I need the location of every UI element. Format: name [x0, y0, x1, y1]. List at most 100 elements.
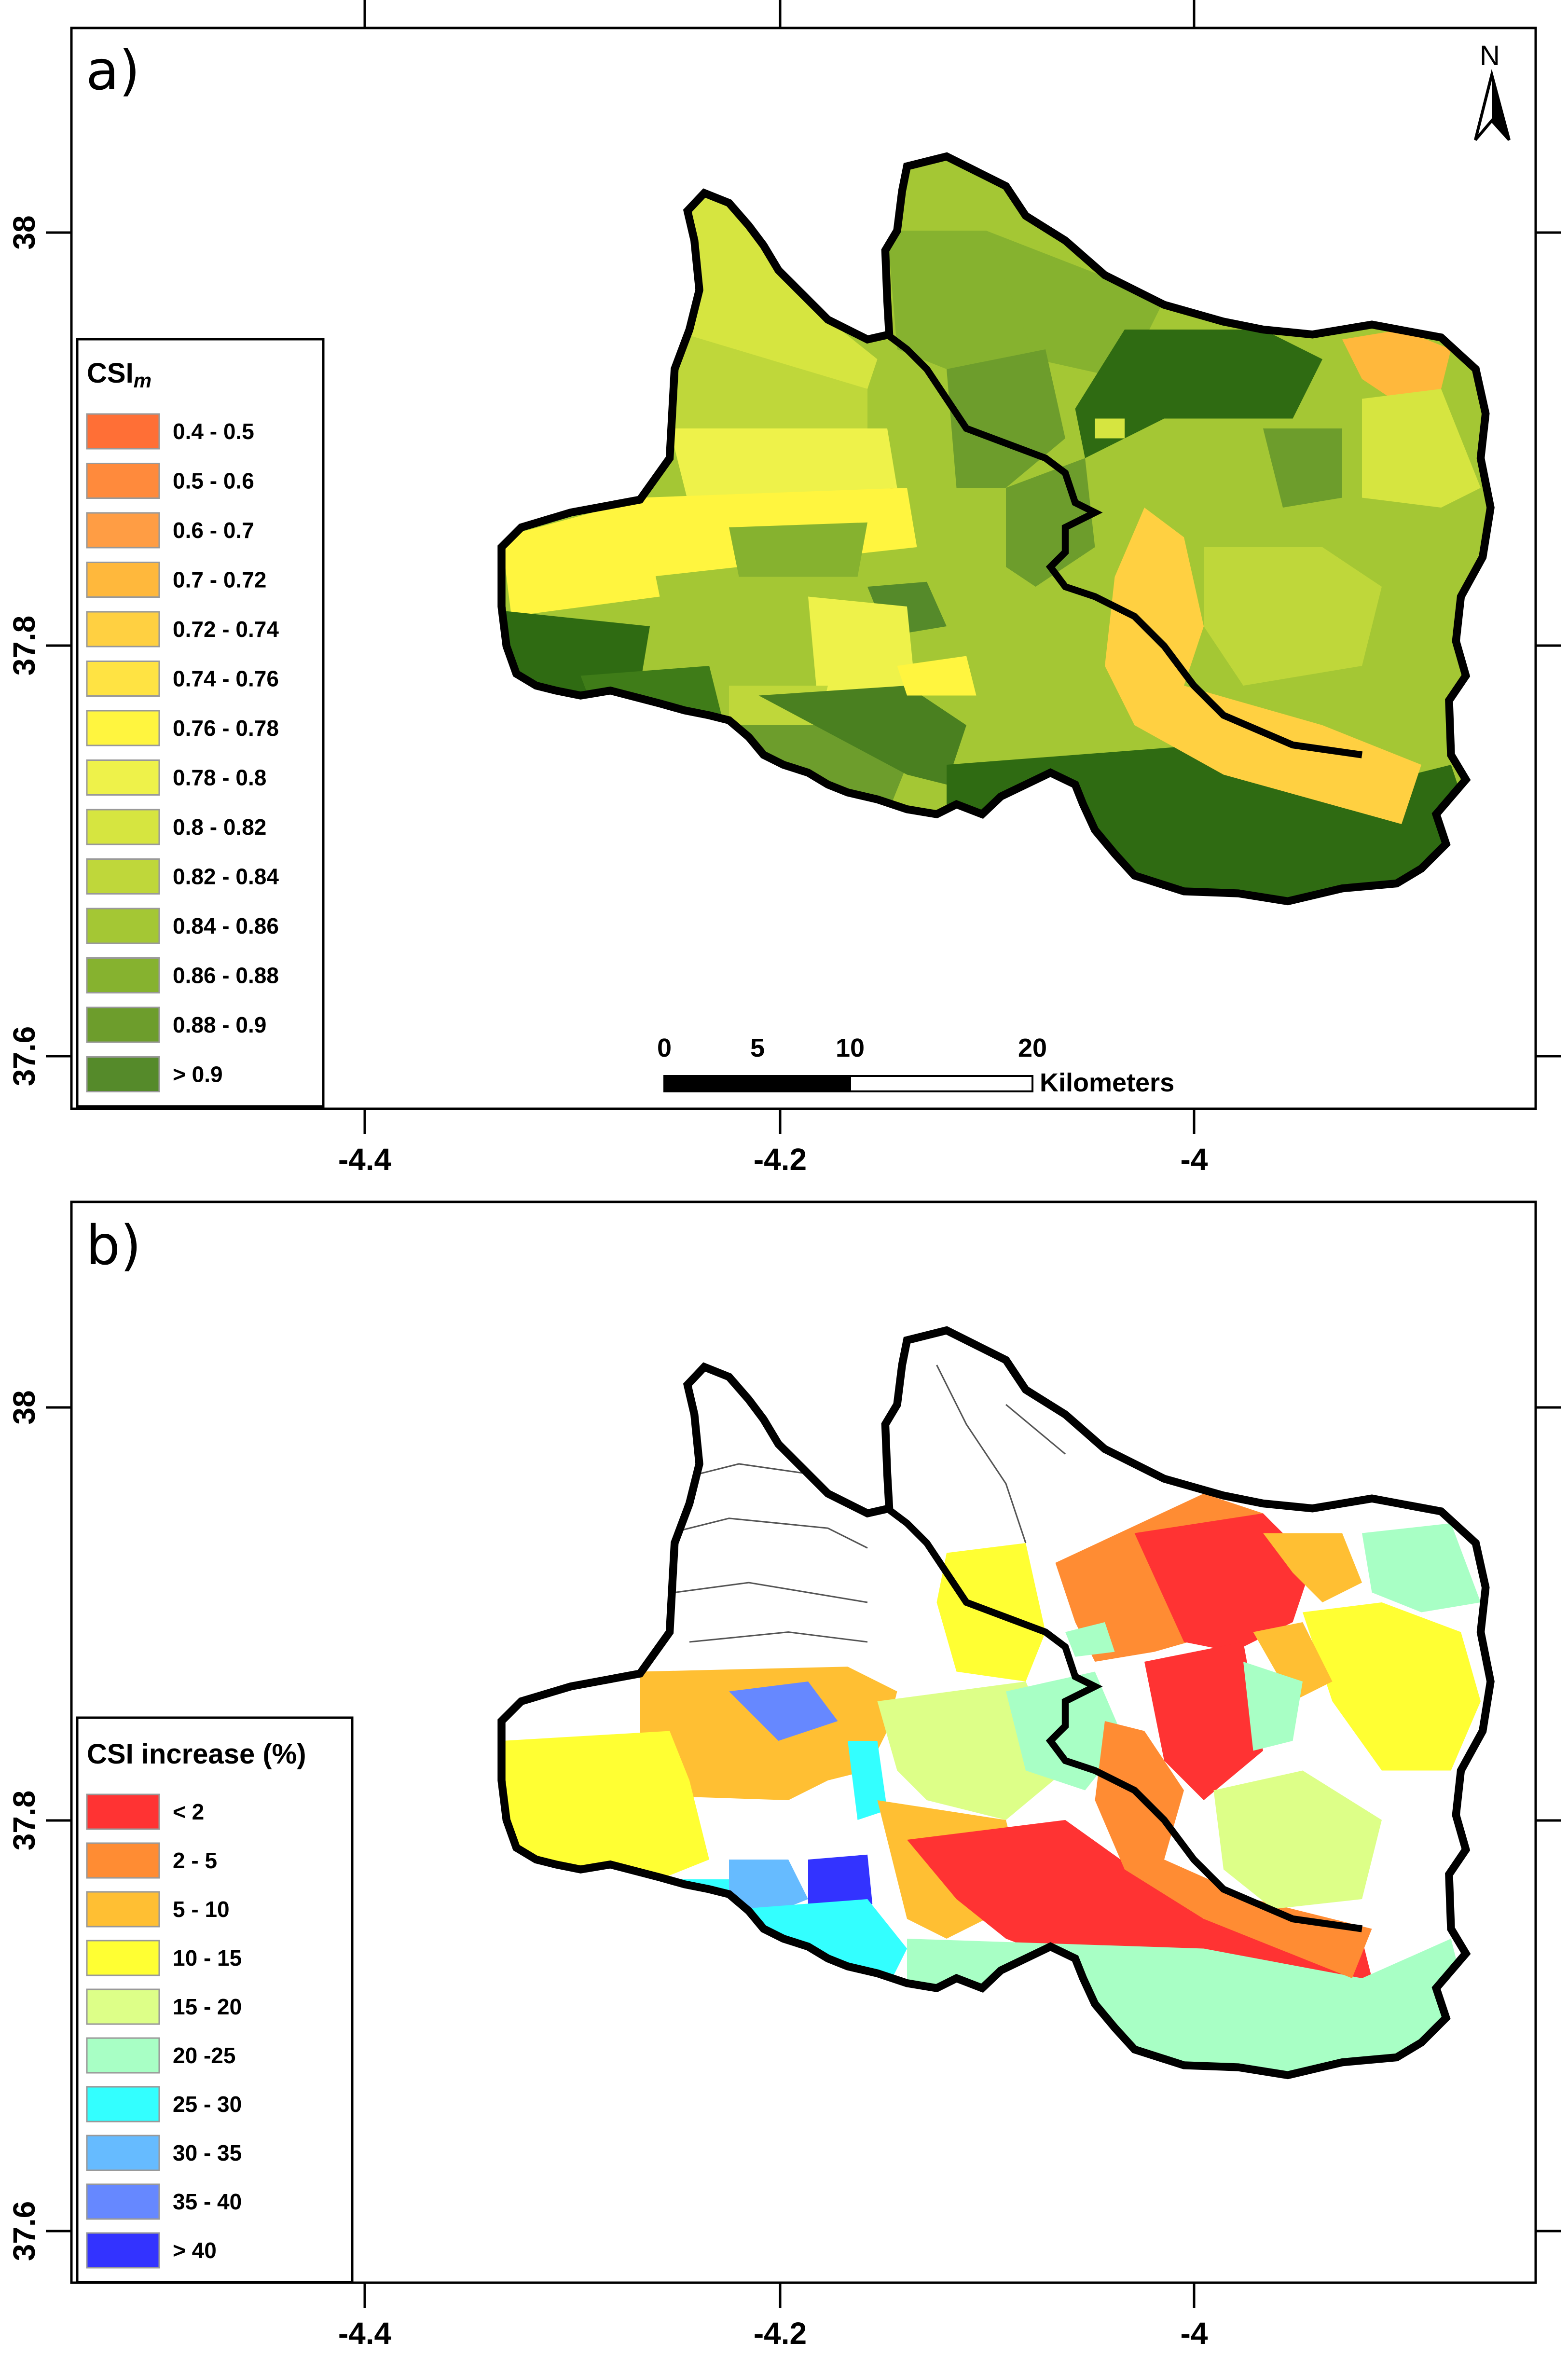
legend-swatch	[86, 463, 160, 499]
legend-swatch	[86, 611, 160, 648]
y-tick-label: 37.8	[7, 1791, 41, 1851]
legend-label: > 0.9	[173, 1062, 223, 1087]
scale-bar: 0 5 10 20 Kilometers	[657, 1034, 1174, 1097]
panel-b-letter: b)	[86, 1214, 141, 1277]
subcatchment	[1095, 418, 1125, 439]
x-tick-label: -4.4	[338, 1142, 392, 1177]
legend-title-subscript: m	[134, 369, 151, 392]
legend-label: 0.8 - 0.82	[173, 814, 266, 840]
subcatchment	[640, 1667, 897, 1800]
legend-label: 0.6 - 0.7	[173, 518, 254, 543]
north-arrow-label: N	[1480, 40, 1500, 71]
legend-label: 0.74 - 0.76	[173, 666, 279, 691]
legend-label: 0.4 - 0.5	[173, 419, 254, 444]
legend-swatch	[86, 413, 160, 450]
legend-swatch	[86, 957, 160, 993]
north-arrow: N	[1474, 40, 1511, 141]
subcatchment	[1243, 1662, 1303, 1751]
legend-label: 0.72 - 0.74	[173, 617, 279, 642]
panel-a: a) N CSIm 0.4 - 0.5 0.5 - 0.6 0.6 - 0.7 0.7…	[7, 0, 1561, 1177]
legend-swatch	[86, 858, 160, 895]
x-tick-label: -4.4	[338, 2316, 392, 2351]
subcatchment	[729, 1682, 838, 1741]
legend-label: 0.76 - 0.78	[173, 716, 279, 741]
subcatchment	[729, 1860, 808, 1919]
subcatchment	[907, 1820, 1372, 1988]
legend-label: 0.84 - 0.86	[173, 913, 279, 938]
legend-swatch	[86, 661, 160, 697]
panel-a-boundaries	[502, 156, 1491, 901]
legend-title: CSIm	[87, 358, 151, 392]
subcatchment	[1065, 1622, 1115, 1657]
scale-bar-black	[664, 1076, 850, 1091]
scale-unit: Kilometers	[1040, 1068, 1174, 1097]
legend-swatch	[86, 1891, 160, 1928]
y-tick-label: 37.8	[7, 616, 41, 676]
legend-swatch	[86, 908, 160, 944]
legend-label: 0.7 - 0.72	[173, 567, 266, 593]
subcatchment	[1253, 1622, 1333, 1701]
subcatchment	[1095, 1721, 1372, 1978]
legend-label: 0.78 - 0.8	[173, 765, 266, 790]
subcatchment	[501, 499, 660, 617]
subcatchment	[1144, 1642, 1263, 1800]
panel-a-legend: CSIm 0.4 - 0.5 0.5 - 0.6 0.6 - 0.7 0.7 - 0.…	[76, 338, 325, 1108]
subcatchment	[808, 596, 917, 705]
y-tick-label: 37.6	[7, 1026, 41, 1087]
subcatchment	[758, 686, 966, 785]
subcatchment	[1342, 330, 1451, 399]
legend-swatch	[86, 2183, 160, 2220]
legend-label: 25 - 30	[173, 2092, 242, 2117]
legend-label: 10 - 15	[173, 1945, 242, 1971]
legend-label: 0.5 - 0.6	[173, 469, 254, 494]
legend-swatch	[86, 2086, 160, 2123]
legend-swatch	[86, 562, 160, 598]
subcatchment	[1075, 330, 1322, 458]
legend-label: > 40	[173, 2238, 217, 2263]
x-tick-label: -4.2	[754, 2316, 807, 2351]
legend-label: 5 - 10	[173, 1897, 230, 1922]
legend-swatch	[86, 1793, 160, 1830]
subcatchment	[1362, 389, 1481, 508]
legend-title-base: CSI	[87, 358, 134, 389]
legend-swatch	[86, 710, 160, 746]
scale-label-5: 5	[750, 1034, 765, 1062]
y-tick-label: 38	[7, 1390, 41, 1424]
scale-label-20: 20	[1018, 1034, 1047, 1062]
legend-swatch	[86, 1940, 160, 1976]
subcatchment	[1362, 1523, 1481, 1613]
legend-label: 2 - 5	[173, 1848, 217, 1873]
panel-b-legend: CSI increase (%) < 2 2 - 5 5 - 10 10 - 15 15…	[76, 1716, 354, 2284]
x-tick-label: -4.2	[754, 1142, 807, 1177]
subcatchment	[1263, 1533, 1362, 1602]
legend-label: 0.82 - 0.84	[173, 864, 279, 889]
panel-a-letter: a)	[86, 40, 140, 102]
panel-b: b) CSI increase (%) < 2 2 - 5 5 - 10 10 - 1…	[7, 1200, 1561, 2351]
legend-swatch	[86, 759, 160, 796]
subcatchment	[729, 522, 867, 577]
subcatchment	[808, 1854, 873, 1904]
subcatchment	[1006, 1671, 1125, 1791]
x-tick-label: -4	[1181, 1142, 1208, 1177]
subcatchment	[670, 428, 897, 508]
legend-label: 0.88 - 0.9	[173, 1012, 266, 1037]
legend-swatch	[86, 1988, 160, 2025]
x-tick-label: -4	[1181, 2316, 1208, 2351]
legend-swatch	[86, 512, 160, 549]
panel-b-ticks	[46, 1406, 1561, 2308]
subcatchment	[1105, 508, 1421, 824]
legend-swatch	[86, 1842, 160, 1879]
legend-label: 20 -25	[173, 2043, 235, 2068]
subcatchment	[1263, 428, 1342, 508]
subcatchment	[1204, 547, 1382, 686]
subcatchment	[1213, 1770, 1382, 1909]
legend-label: 30 - 35	[173, 2140, 242, 2165]
legend-swatch	[86, 2037, 160, 2074]
subcatchment	[1303, 1602, 1481, 1771]
legend-swatch	[86, 809, 160, 845]
legend-swatch	[86, 1006, 160, 1043]
subcatchment	[501, 1731, 709, 1879]
legend-swatch	[86, 2135, 160, 2171]
